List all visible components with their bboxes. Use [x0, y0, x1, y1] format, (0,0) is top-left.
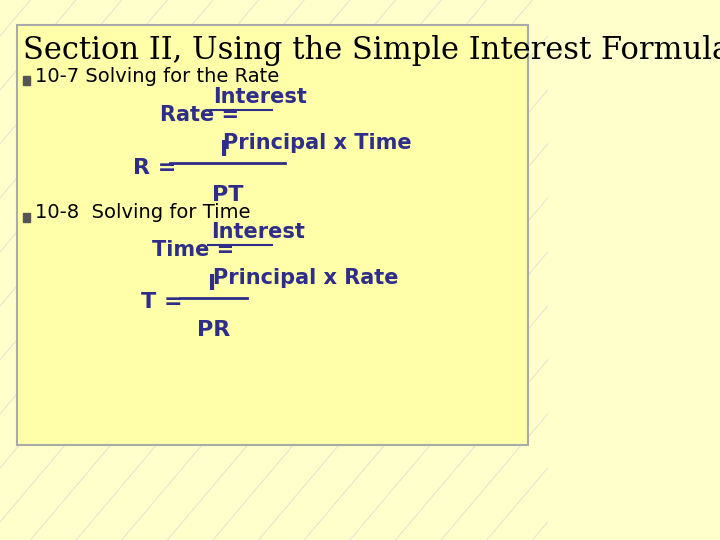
Text: R =: R = [133, 158, 184, 178]
Text: Time =: Time = [152, 240, 242, 260]
Text: T =: T = [140, 292, 198, 312]
Text: Interest: Interest [213, 87, 307, 107]
FancyBboxPatch shape [17, 25, 528, 445]
Text: Rate =: Rate = [160, 105, 246, 125]
Text: PR: PR [197, 320, 230, 340]
Text: Interest: Interest [211, 222, 305, 242]
Text: I: I [220, 140, 228, 160]
Bar [23, 76, 30, 85]
Text: Principal x Time: Principal x Time [223, 133, 411, 153]
Text: PT: PT [212, 185, 243, 205]
Text: Section II, Using the Simple Interest Formula: Section II, Using the Simple Interest Fo… [23, 35, 720, 66]
Text: I: I [208, 274, 216, 294]
Bar [23, 213, 30, 222]
Text: 10-8  Solving for Time: 10-8 Solving for Time [35, 204, 251, 222]
Text: 10-7 Solving for the Rate: 10-7 Solving for the Rate [35, 66, 279, 85]
Text: Principal x Rate: Principal x Rate [213, 268, 398, 288]
